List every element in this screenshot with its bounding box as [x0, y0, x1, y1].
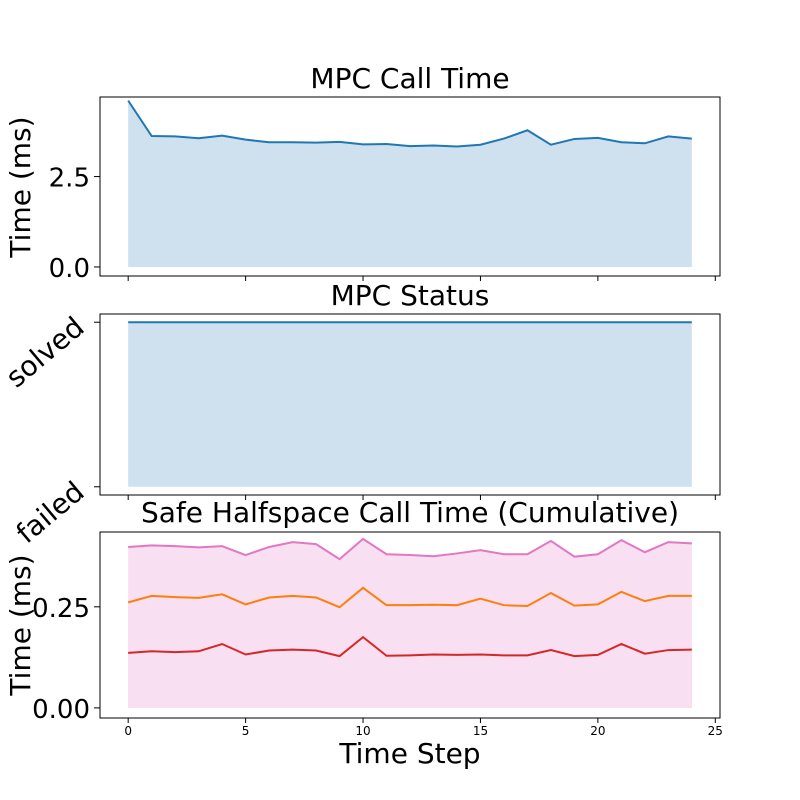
- y-tick-label: 0.00: [32, 695, 90, 725]
- x-tick-label: 5: [242, 724, 250, 738]
- chart-title: Safe Halfspace Call Time (Cumulative): [141, 496, 679, 529]
- y-tick-label: 2.5: [49, 164, 90, 194]
- chart-title: MPC Status: [331, 279, 490, 312]
- chart-title: MPC Call Time: [310, 62, 509, 95]
- y-tick-label: 0.0: [49, 254, 90, 284]
- series-0-area: [128, 322, 692, 487]
- y-axis-label: Time (ms): [4, 554, 37, 696]
- x-tick-label: 10: [355, 724, 370, 738]
- y-axis-label: Time (ms): [4, 116, 37, 258]
- axes-frame: [99, 96, 721, 277]
- axes-frame: [99, 531, 721, 719]
- panel-mpc-call-time: MPC Call Time Time (ms) 0.0 2.5: [4, 62, 721, 284]
- x-tick-label: 25: [708, 724, 723, 738]
- series-2-area: [128, 538, 692, 708]
- x-tick-label: 20: [590, 724, 605, 738]
- x-tick-label: 0: [124, 724, 132, 738]
- axes-frame: [99, 313, 721, 496]
- y-tick-label: 0.25: [32, 594, 90, 624]
- x-tick-label: 15: [473, 724, 488, 738]
- x-axis-label: Time Step: [338, 737, 480, 770]
- panel-safe-halfspace-call-time: Safe Halfspace Call Time (Cumulative) Ti…: [4, 496, 723, 770]
